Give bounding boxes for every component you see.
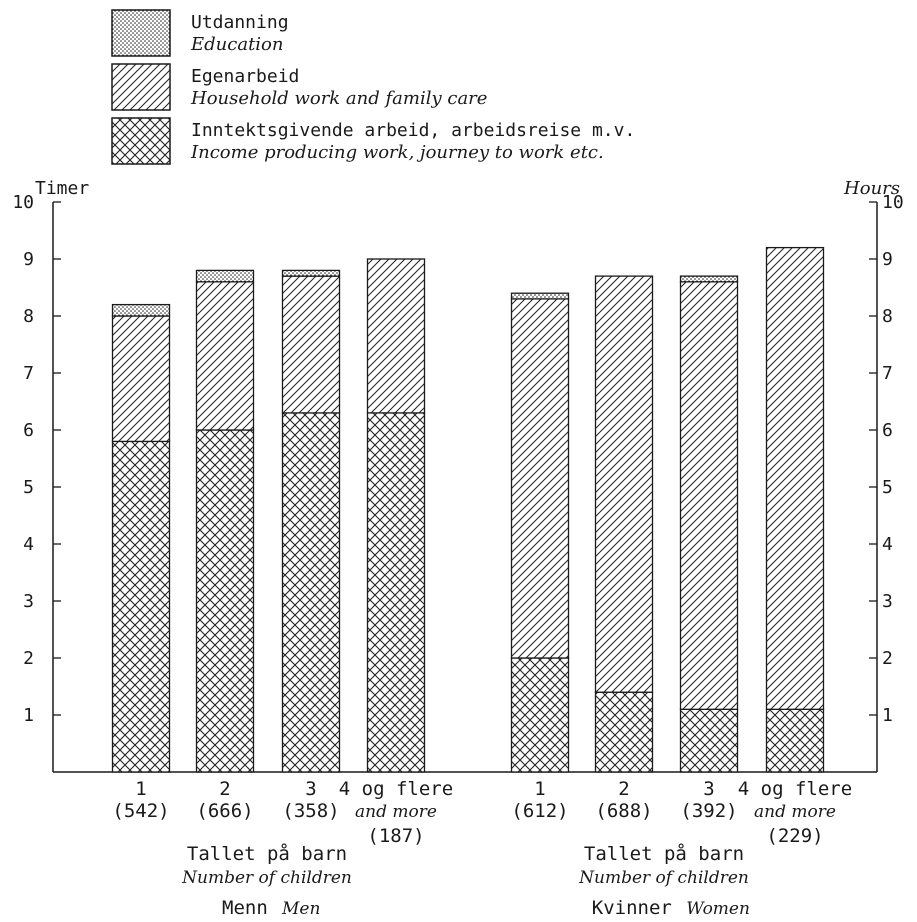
- category-label: 4 og flere: [738, 778, 852, 800]
- group-axis-title: Tallet på barn: [584, 842, 744, 865]
- legend-swatch-household: [111, 63, 171, 111]
- bar-men-2-household: [195, 281, 255, 431]
- sample-size-label: (229): [766, 825, 823, 847]
- right-tick-label-4: 4: [882, 534, 893, 555]
- group-name-en: Women: [686, 899, 750, 919]
- bar-men-1-income: [111, 440, 171, 773]
- sample-size-label: (358): [282, 800, 339, 822]
- left-tick-label-9: 9: [23, 249, 34, 270]
- category-sublabel: and more: [355, 802, 437, 822]
- left-tick-label-10: 10: [12, 192, 34, 213]
- category-label: 2: [618, 778, 629, 800]
- bar-women-3-household: [679, 281, 739, 710]
- bar-men-3-household: [281, 275, 341, 414]
- bar-women-2-household: [594, 275, 654, 693]
- left-tick-label-4: 4: [23, 534, 34, 555]
- bar-men-1-household: [111, 315, 171, 443]
- left-tick-label-6: 6: [23, 420, 34, 441]
- bar-women-4-income: [765, 708, 825, 773]
- sample-size-label: (187): [367, 825, 424, 847]
- group-axis-title-en: Number of children: [181, 868, 352, 888]
- category-sublabel: and more: [754, 802, 836, 822]
- bars: [111, 246, 825, 773]
- sample-size-label: (542): [112, 800, 169, 822]
- left-tick-label-5: 5: [23, 477, 34, 498]
- legend-sublabel-education: Education: [190, 34, 284, 55]
- bar-women-3-education: [679, 275, 739, 283]
- bar-women-2-income: [594, 691, 654, 773]
- sample-size-label: (688): [595, 800, 652, 822]
- left-axis-title: Timer: [35, 178, 89, 199]
- group-name: Menn: [222, 897, 268, 919]
- legend-sublabel-income: Income producing work, journey to work e…: [190, 142, 604, 163]
- right-tick-label-3: 3: [882, 591, 893, 612]
- category-label: 2: [219, 778, 230, 800]
- bar-women-4-household: [765, 246, 825, 710]
- right-tick-label-5: 5: [882, 477, 893, 498]
- bar-men-2-education: [195, 269, 255, 283]
- category-label: 4 og flere: [339, 778, 453, 800]
- legend-sublabel-household: Household work and family care: [190, 88, 487, 109]
- right-tick-label-10: 10: [882, 192, 904, 213]
- right-tick-label-9: 9: [882, 249, 893, 270]
- left-tick-label-3: 3: [23, 591, 34, 612]
- group-name-en: Men: [281, 899, 320, 919]
- group-axis-title-en: Number of children: [578, 868, 749, 888]
- left-tick-label-7: 7: [23, 363, 34, 384]
- right-tick-label-7: 7: [882, 363, 893, 384]
- bar-men-3-education: [281, 269, 341, 277]
- sample-size-label: (666): [196, 800, 253, 822]
- axes: Timer Hours 1 1 2 2 3 3 4 4 5 5 6 6 7 7 8 8 9 9 10 10: [12, 178, 904, 773]
- legend-swatch-income: [111, 117, 171, 165]
- group-axis-title: Tallet på barn: [187, 842, 347, 865]
- right-axis-title: Hours: [843, 178, 900, 199]
- bar-women-1-household: [510, 298, 570, 659]
- right-tick-label-6: 6: [882, 420, 893, 441]
- bar-men-1-education: [111, 303, 171, 317]
- bar-men-4-household: [366, 258, 426, 414]
- category-label: 1: [534, 778, 545, 800]
- bar-women-1-education: [510, 292, 570, 300]
- left-tick-label-1: 1: [23, 705, 34, 726]
- legend-label-income: Inntektsgivende arbeid, arbeidsreise m.v…: [191, 120, 635, 141]
- left-tick-label-2: 2: [23, 648, 34, 669]
- bar-men-4-income: [366, 412, 426, 773]
- bar-women-3-income: [679, 708, 739, 773]
- legend-swatch-education: [111, 9, 171, 57]
- sample-size-label: (612): [511, 800, 568, 822]
- legend-label-education: Utdanning: [191, 12, 289, 33]
- legend-label-household: Egenarbeid: [191, 66, 299, 87]
- category-label: 3: [305, 778, 316, 800]
- category-label: 3: [703, 778, 714, 800]
- right-tick-label-1: 1: [882, 705, 893, 726]
- category-label: 1: [135, 778, 146, 800]
- group-name: Kvinner: [592, 897, 672, 919]
- bar-men-2-income: [195, 429, 255, 773]
- left-tick-label-8: 8: [23, 306, 34, 327]
- bar-men-3-income: [281, 412, 341, 773]
- right-tick-label-2: 2: [882, 648, 893, 669]
- right-tick-label-8: 8: [882, 306, 893, 327]
- sample-size-label: (392): [680, 800, 737, 822]
- bar-women-1-income: [510, 657, 570, 773]
